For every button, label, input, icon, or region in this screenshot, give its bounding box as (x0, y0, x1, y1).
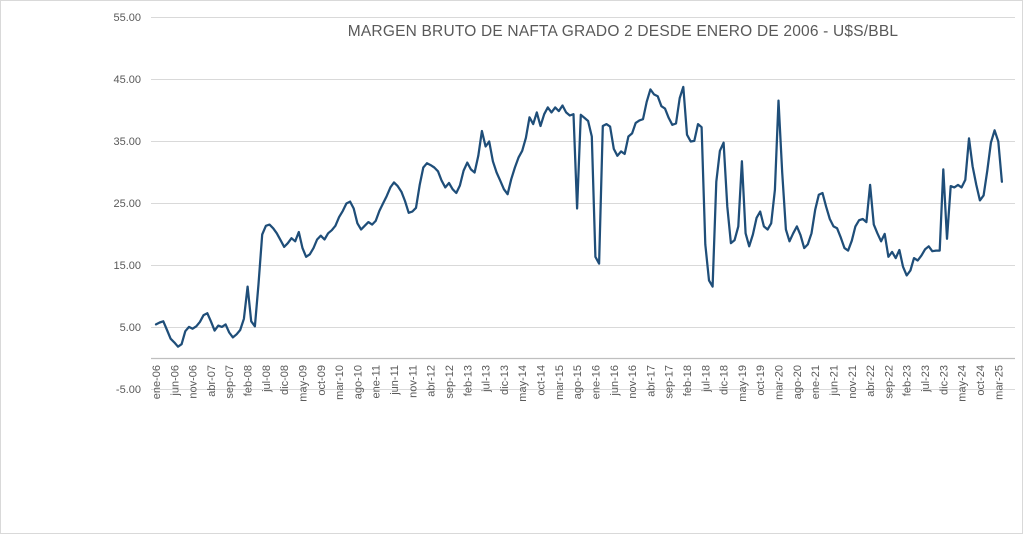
y-axis-tick-label: 15.00 (113, 260, 141, 272)
x-axis-tick-label: may-24 (957, 365, 969, 402)
x-axis-tick-label: jun-21 (828, 365, 840, 397)
x-axis-tick-label: nov-16 (627, 365, 639, 399)
x-axis-tick-label: mar-25 (993, 365, 1005, 400)
x-axis-tick-label: dic-08 (279, 365, 291, 395)
margin-data-line (154, 85, 1004, 348)
x-axis-tick-label: jun-11 (389, 365, 401, 396)
x-axis-tick-label: jul-23 (920, 365, 932, 393)
x-axis-tick-label: ago-15 (572, 365, 584, 399)
x-axis-tick-label: ago-10 (352, 365, 364, 399)
x-axis-tick-label: may-09 (297, 365, 309, 402)
x-axis-tick-label: abr-12 (426, 365, 438, 397)
x-axis-tick-label: nov-06 (188, 365, 200, 399)
x-axis-tick-label: ene-06 (151, 365, 163, 399)
x-axis-tick-label: sep-17 (664, 365, 676, 399)
x-axis-tick-label: ene-21 (810, 365, 822, 399)
x-axis-tick-label: sep-07 (224, 365, 236, 399)
x-axis-tick-label: feb-23 (902, 365, 914, 396)
x-axis-tick-label: mar-10 (334, 365, 346, 400)
chart-title: MARGEN BRUTO DE NAFTA GRADO 2 DESDE ENER… (347, 23, 899, 40)
x-axis-tick-label: jul-08 (261, 365, 273, 393)
y-axis-tick-label: 45.00 (113, 74, 141, 86)
x-axis-tick-label: oct-14 (536, 365, 548, 396)
x-axis-tick-label: sep-22 (883, 365, 895, 399)
y-axis-tick-label: 35.00 (113, 136, 141, 148)
x-axis-tick-label: nov-21 (847, 365, 859, 399)
x-axis-tick-label: oct-09 (316, 365, 328, 396)
x-axis-tick-label: abr-22 (865, 365, 877, 397)
x-axis-tick-label: feb-08 (243, 365, 255, 396)
x-axis-tick-label: jun-16 (609, 365, 621, 397)
y-axis-tick-label: -5.00 (116, 384, 141, 396)
x-axis-tick-label: abr-17 (645, 365, 657, 397)
x-axis-tick-label: mar-15 (554, 365, 566, 400)
x-axis-tick-label: dic-23 (938, 365, 950, 395)
x-axis-tick-label: jul-18 (700, 365, 712, 393)
x-axis-tick-label: dic-18 (719, 365, 731, 395)
x-axis-tick-label: jul-13 (481, 365, 493, 393)
x-axis-tick-label: ene-16 (590, 365, 602, 399)
x-axis-tick-label: may-19 (737, 365, 749, 402)
x-axis-tick-label: nov-11 (407, 365, 419, 398)
x-axis-tick-label: feb-18 (682, 365, 694, 396)
x-axis-tick-label: dic-13 (499, 365, 511, 395)
x-axis-tick-label: ene-11 (371, 365, 383, 398)
x-axis-tick-label: may-14 (517, 365, 529, 402)
x-axis-tick-label: ago-20 (792, 365, 804, 399)
x-axis-tick-label: abr-07 (206, 365, 218, 397)
x-axis-tick-label: feb-13 (462, 365, 474, 396)
y-axis-tick-label: 5.00 (120, 322, 141, 334)
x-axis-tick-label: oct-19 (755, 365, 767, 396)
y-axis-tick-label: 25.00 (113, 198, 141, 210)
x-axis-tick-label: oct-24 (975, 365, 987, 396)
x-axis-tick-label: mar-20 (774, 365, 786, 400)
x-axis-tick-label: jun-06 (169, 365, 181, 397)
x-axis-tick-label: sep-12 (444, 365, 456, 399)
y-axis-tick-label: 55.00 (113, 12, 141, 24)
